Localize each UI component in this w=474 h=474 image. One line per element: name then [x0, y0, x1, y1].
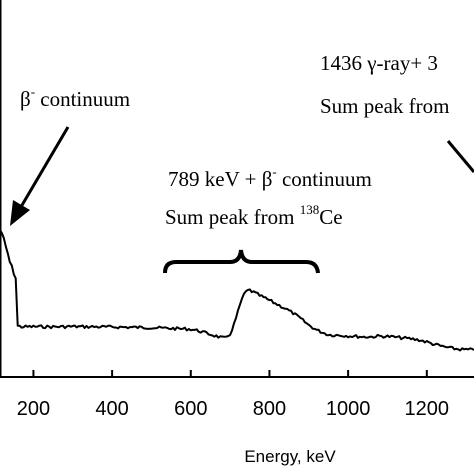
annotation-1436-line2: Sum peak from: [320, 94, 449, 118]
x-tick-label-800: 800: [253, 398, 286, 420]
x-tick-label-600: 600: [174, 398, 207, 420]
annotation-1436-line1: 1436 γ-ray+ 3: [320, 51, 438, 75]
annotation-beta-arrow: [16, 126, 70, 213]
annotation-789-line2: Sum peak from 138Ce: [165, 202, 343, 229]
x-axis-ticks: [32, 370, 428, 377]
annotation-1436-arrow: [446, 140, 474, 173]
x-axis-label: Energy, keV: [244, 447, 336, 466]
annotation-beta-arrowhead: [10, 200, 30, 226]
x-tick-label-1200: 1200: [405, 398, 450, 420]
spectrum-series-line: [0, 229, 474, 352]
annotation-789-line1: 789 keV + β- continuum: [168, 164, 372, 191]
annotation-789-brace: [163, 249, 320, 274]
x-tick-label-200: 200: [17, 398, 50, 420]
annotation-beta-continuum: β- continuum: [20, 84, 130, 111]
x-tick-label-400: 400: [95, 398, 128, 420]
x-tick-label-1000: 1000: [326, 398, 371, 420]
x-axis-tick-labels: 200 400 600 800 1000 1200: [17, 398, 449, 420]
